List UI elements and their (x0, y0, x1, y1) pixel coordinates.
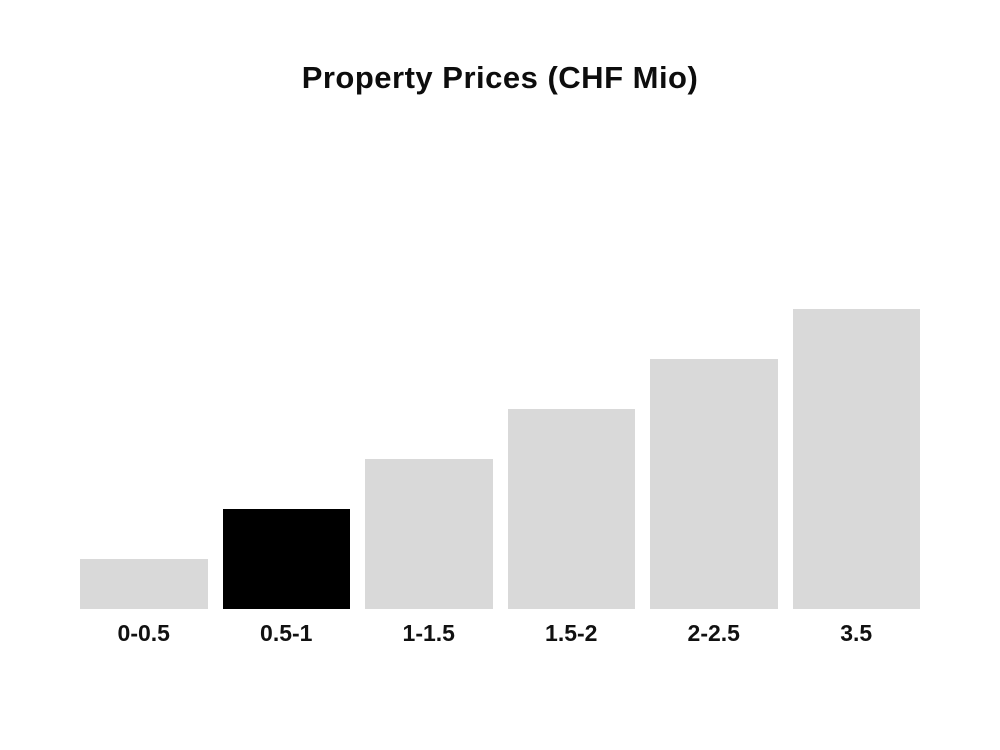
bar-label: 1-1.5 (402, 620, 455, 646)
bar-column-1.5-2[interactable]: 1.5-2 (507, 300, 635, 646)
bar-track (80, 309, 208, 609)
bar-selected[interactable] (222, 509, 350, 609)
bar-column-1-1.5[interactable]: 1-1.5 (365, 300, 493, 645)
plot-area: 0-0.5 0.5-1 1-1.5 1.5-2 2-2.5 3.5 (80, 300, 920, 645)
bar-label: 1.5-2 (545, 620, 598, 646)
chart-title: Property Prices (CHF Mio) (301, 60, 699, 95)
bar[interactable] (650, 359, 778, 609)
bar[interactable] (365, 459, 493, 609)
bar-label: 2-2.5 (687, 620, 740, 646)
bar-track (365, 309, 493, 609)
bar[interactable] (792, 309, 920, 609)
bar[interactable] (80, 559, 208, 609)
bar-track (650, 309, 778, 609)
bar-label: 0-0.5 (117, 620, 170, 646)
bar-column-2-2.5[interactable]: 2-2.5 (650, 300, 778, 645)
bar-label: 0.5-1 (260, 620, 313, 646)
bar-column-0-0.5[interactable]: 0-0.5 (80, 300, 208, 645)
bar-column-0.5-1[interactable]: 0.5-1 (222, 300, 350, 646)
bar-track (507, 309, 635, 609)
bar-track (792, 309, 920, 609)
bar-column-3.5[interactable]: 3.5 (792, 300, 920, 646)
bar-label: 3.5 (840, 620, 873, 646)
bar[interactable] (507, 409, 635, 609)
bar-track (222, 309, 350, 609)
